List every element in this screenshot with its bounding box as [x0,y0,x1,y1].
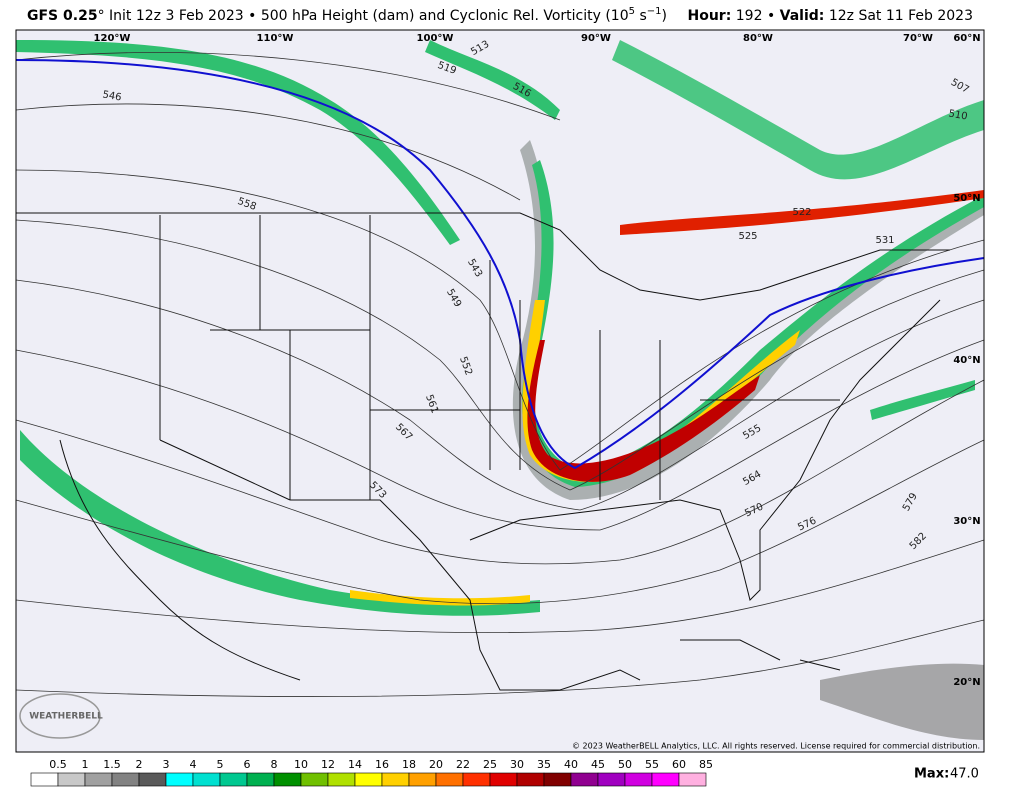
colorbar-swatch [165,772,194,787]
colorbar-label: 20 [429,758,443,771]
contour-label: 525 [738,231,757,242]
height-contours [15,52,985,697]
colorbar-label: 5 [217,758,224,771]
contour-label: 510 [948,108,969,122]
exponent: 5 [629,6,635,17]
latitude-label: 20°N [953,677,980,688]
max-value: 47.0 [950,767,979,782]
exponent: −1 [647,6,662,17]
colorbar-swatch [624,772,653,787]
540-contour [15,59,985,470]
logo-text: WEATHERBELL [29,712,103,722]
colorbar-label: 85 [699,758,713,771]
unit: s [635,8,647,24]
colorbar-label: 60 [672,758,686,771]
colorbar-swatch [651,772,680,787]
colorbar-swatch [84,772,113,787]
map-frame [15,29,985,753]
colorbar-label: 4 [190,758,197,771]
colorbar-swatch [138,772,167,787]
vorticity-shading [16,40,984,740]
longitude-label: 80°W [743,33,773,44]
latitude-label: 30°N [953,516,980,527]
copyright: © 2023 WeatherBELL Analytics, LLC. All r… [572,742,980,751]
colorbar-label: 45 [591,758,605,771]
latitude-label: 40°N [953,355,980,366]
colorbar-label: 50 [618,758,632,771]
colorbar-swatch [597,772,626,787]
valid-label: Valid: [780,8,825,24]
hour: 192 • [736,8,775,24]
colorbar-swatch [435,772,464,787]
colorbar-swatch [57,772,86,787]
longitude-label: 70°W [903,33,933,44]
colorbar-swatch [300,772,329,787]
colorbar-swatch [111,772,140,787]
colorbar-swatch [246,772,275,787]
colorbar-label: 8 [271,758,278,771]
copyright-bg [578,740,984,752]
contour-label: 531 [875,235,894,246]
header-right: Hour: 192 • Valid: 12z Sat 11 Feb 2023 [688,8,974,24]
header-left: GFS 0.25° Init 12z 3 Feb 2023 • 500 hPa … [27,6,667,24]
colorbar-label: 2 [136,758,143,771]
colorbar-swatch [30,772,59,787]
colorbar-label: 0.5 [49,758,67,771]
colorbar-swatch [219,772,248,787]
colorbar-swatch [408,772,437,787]
colorbar-swatch [516,772,545,787]
logo: WEATHERBELL [19,693,103,739]
colorbar-label: 35 [537,758,551,771]
colorbar-label: 22 [456,758,470,771]
max-label: Max: [914,767,949,782]
colorbar-label: 1.5 [103,758,121,771]
map-background [16,30,984,752]
colorbar-swatch [327,772,356,787]
colorbar-swatch [192,772,221,787]
longitude-label: 110°W [257,33,294,44]
longitude-label: 120°W [94,33,131,44]
model: GFS 0.25 [27,8,98,24]
colorbar-label: 1 [82,758,89,771]
colorbar-swatch [273,772,302,787]
colorbar-label: 3 [163,758,170,771]
valid: 12z Sat 11 Feb 2023 [829,8,973,24]
contour-label: 546 [102,89,123,103]
hour-label: Hour: [688,8,732,24]
political-borders [16,212,950,691]
colorbar-label: 25 [483,758,497,771]
init: ° Init 12z 3 Feb 2023 • 500 hPa Height (… [98,8,629,24]
colorbar-label: 30 [510,758,524,771]
colorbar-swatch [570,772,599,787]
contour-label: 522 [792,207,811,218]
colorbar-label: 14 [348,758,362,771]
colorbar-label: 10 [294,758,308,771]
close: ) [662,8,667,24]
colorbar-swatch [678,772,707,787]
colorbar-label: 12 [321,758,335,771]
colorbar-label: 40 [564,758,578,771]
colorbar-label: 16 [375,758,389,771]
latitude-label: 50°N [953,193,980,204]
colorbar-label: 18 [402,758,416,771]
colorbar-swatch [543,772,572,787]
colorbar-swatch [462,772,491,787]
colorbar-label: 6 [244,758,251,771]
longitude-label: 90°W [581,33,611,44]
colorbar-swatch [381,772,410,787]
colorbar-swatch [354,772,383,787]
longitude-label: 100°W [417,33,454,44]
colorbar-swatch [489,772,518,787]
colorbar-label: 55 [645,758,659,771]
longitude-label: 60°N [953,33,980,44]
